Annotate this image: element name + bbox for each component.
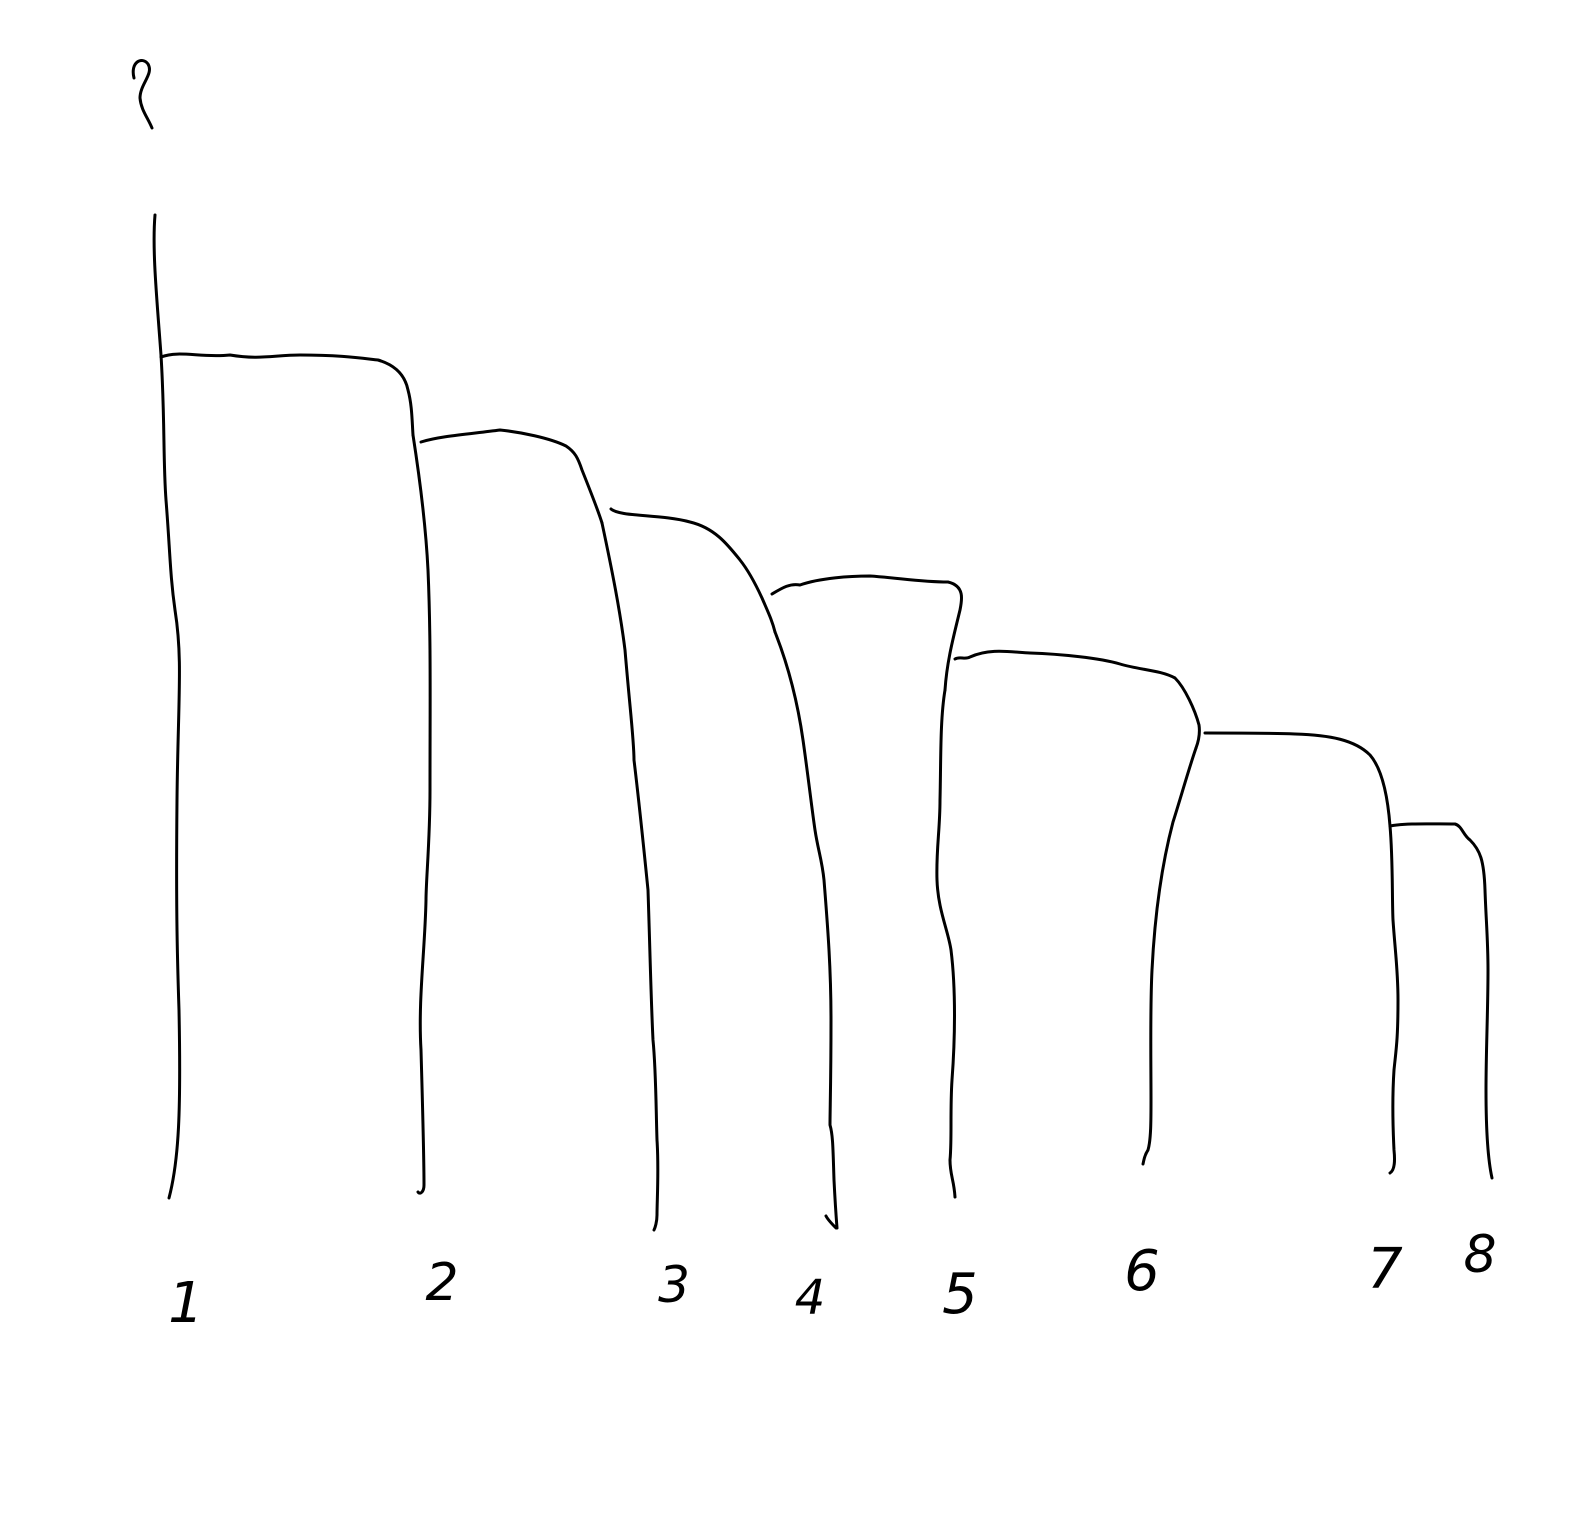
join-6-7-8 (1203, 731, 1392, 828)
branch-leaf-3 (600, 521, 660, 1232)
join-7-8 (1388, 822, 1494, 1180)
leaf-label-1: 1 (168, 1271, 204, 1336)
branch-leaf-6 (1141, 746, 1198, 1166)
leaf-label-6: 6 (1124, 1239, 1160, 1304)
root-stem (152, 213, 163, 357)
join-1-2-8 (159, 352, 415, 437)
leaf-label-2: 2 (425, 1253, 458, 1313)
leaf-label-3: 3 (658, 1256, 690, 1314)
join-4-5-8 (770, 574, 964, 692)
branch-leaf-4 (773, 630, 839, 1230)
branch-leaf-1 (159, 353, 182, 1200)
root-question-mark (131, 59, 154, 130)
join-5-6-8 (953, 649, 1201, 750)
join-3-4-8 (609, 507, 777, 634)
leaf-label-4: 4 (795, 1270, 826, 1326)
branch-leaf-2 (411, 433, 432, 1195)
leaf-label-5: 5 (942, 1262, 978, 1327)
leaf-label-7: 7 (1367, 1237, 1403, 1302)
branch-leaf-7 (1388, 824, 1400, 1175)
leaf-label-8: 8 (1463, 1225, 1496, 1285)
join-2-3-8 (419, 428, 604, 525)
branch-leaf-5 (935, 688, 957, 1199)
